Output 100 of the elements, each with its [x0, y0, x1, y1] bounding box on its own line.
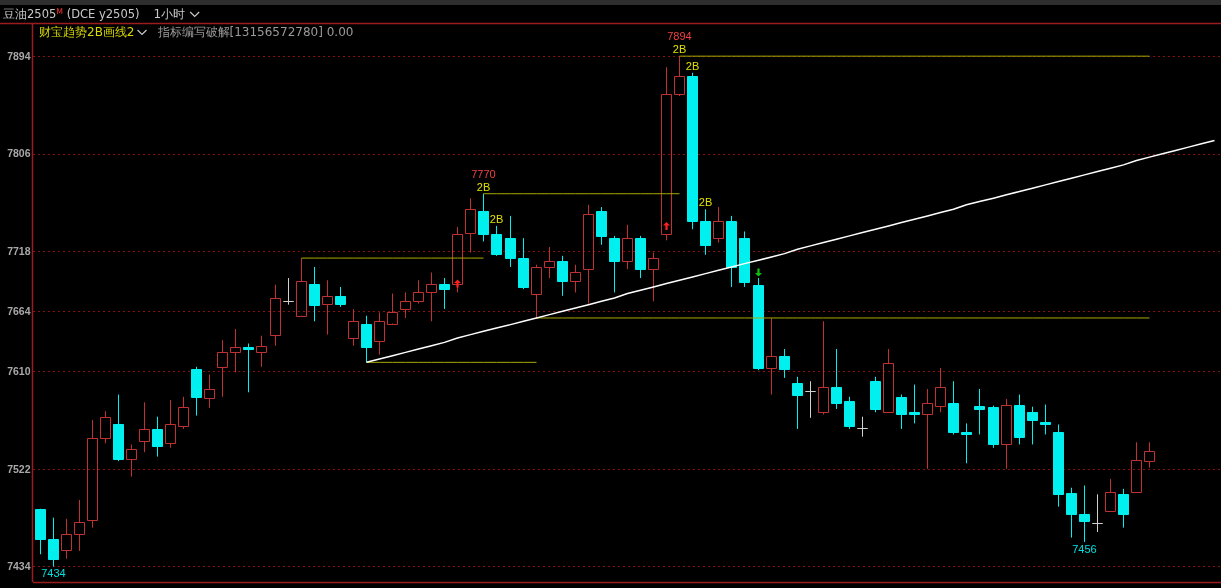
candlestick [1053, 423, 1064, 508]
candlestick [204, 374, 215, 409]
y-tick-label: 7806 [7, 147, 31, 160]
candlestick [1131, 441, 1142, 493]
candlestick [648, 252, 659, 302]
candlestick [1014, 394, 1025, 445]
candlestick [1092, 493, 1103, 533]
candlestick [126, 443, 137, 478]
candlestick [283, 277, 294, 306]
candlestick [935, 367, 946, 413]
candlestick [883, 348, 894, 413]
annotation: 2B [685, 59, 700, 72]
annotation: 7894 [667, 30, 692, 43]
candlestick [1040, 404, 1051, 435]
annotation: 2B [476, 180, 491, 193]
candlestick [518, 237, 529, 290]
candlestick [896, 394, 907, 430]
annotation: 财宝趋势2B画线2 [39, 25, 135, 39]
candlestick [948, 380, 959, 435]
candlestick [792, 376, 803, 430]
candlestick [753, 277, 764, 371]
candlestick [191, 366, 202, 417]
candlestick [544, 246, 555, 279]
candlestick [452, 226, 463, 293]
candlestick [48, 517, 59, 567]
candlestick [439, 277, 450, 310]
candlestick [1001, 398, 1012, 470]
candlestick [531, 264, 542, 319]
candlestick [674, 55, 685, 97]
candlestick [100, 410, 111, 444]
candlestick [413, 279, 424, 305]
candlestick [596, 206, 607, 246]
candlestick [1027, 406, 1038, 445]
annotation: 2B [489, 212, 504, 225]
candlestick [583, 204, 594, 305]
candlestick [713, 206, 724, 244]
candlestick [779, 348, 790, 379]
annotation: 7770 [471, 167, 496, 180]
candlestick [661, 66, 672, 241]
candlestick [230, 328, 241, 373]
candlestick [739, 230, 750, 288]
candlestick [361, 315, 372, 363]
candlestick [909, 384, 920, 424]
chart-title: 豆油2505$^{M}$ (DCE y2505) [3, 6, 140, 21]
candlestick [478, 193, 489, 242]
candlestick [178, 396, 189, 430]
chart-subtitle: 1小时 [153, 7, 186, 21]
annotation: 指标编写破解[13156572780] 0.00 [156, 25, 354, 39]
candlestick [152, 416, 163, 458]
candlestick [922, 388, 933, 470]
candlestick [374, 311, 385, 356]
candlestick [687, 72, 698, 230]
candlestick [243, 342, 254, 393]
candlestick [387, 293, 398, 325]
candlestick [1118, 488, 1129, 529]
candlestick [726, 215, 737, 288]
candlestick [1105, 478, 1116, 513]
candlestick [348, 308, 359, 347]
candlestick [113, 394, 124, 462]
annotation: 7456 [1072, 543, 1097, 556]
candlestick [256, 335, 267, 368]
candlestick [465, 197, 476, 254]
candlestick [309, 266, 320, 322]
candlestick [139, 401, 150, 453]
candlestick [988, 405, 999, 449]
candlestick [74, 499, 85, 552]
y-tick-label: 7894 [7, 49, 31, 62]
candlestick [570, 264, 581, 293]
candlestick [818, 320, 829, 415]
candlestick [165, 399, 176, 449]
candlestick [609, 235, 620, 293]
annotation: 2B [698, 196, 713, 209]
candlestick [217, 339, 228, 398]
candlestick [35, 508, 46, 555]
annotation: 7434 [41, 567, 66, 580]
point [755, 268, 762, 277]
candlestick [622, 224, 633, 270]
candlestick [700, 208, 711, 256]
candlestick [974, 388, 985, 435]
candlestick [335, 286, 346, 308]
candlestick [831, 348, 842, 410]
point [663, 221, 670, 230]
candlestick [857, 416, 868, 438]
candlestick [491, 225, 502, 257]
point [454, 279, 461, 288]
candlestick [635, 235, 646, 279]
candlestick [61, 518, 72, 560]
annotation: 2B [672, 43, 687, 56]
candlestick [1144, 441, 1155, 469]
candlestick [87, 419, 98, 529]
candlestick [296, 257, 307, 317]
candlestick [844, 396, 855, 430]
candlestick [400, 291, 411, 319]
candlestick [1079, 484, 1090, 543]
candlestick [805, 380, 816, 419]
candlestick [322, 279, 333, 336]
candlestick [870, 376, 881, 413]
candlestick [270, 284, 281, 347]
y-tick-label: 7664 [7, 305, 31, 317]
candlestick [1066, 487, 1077, 539]
